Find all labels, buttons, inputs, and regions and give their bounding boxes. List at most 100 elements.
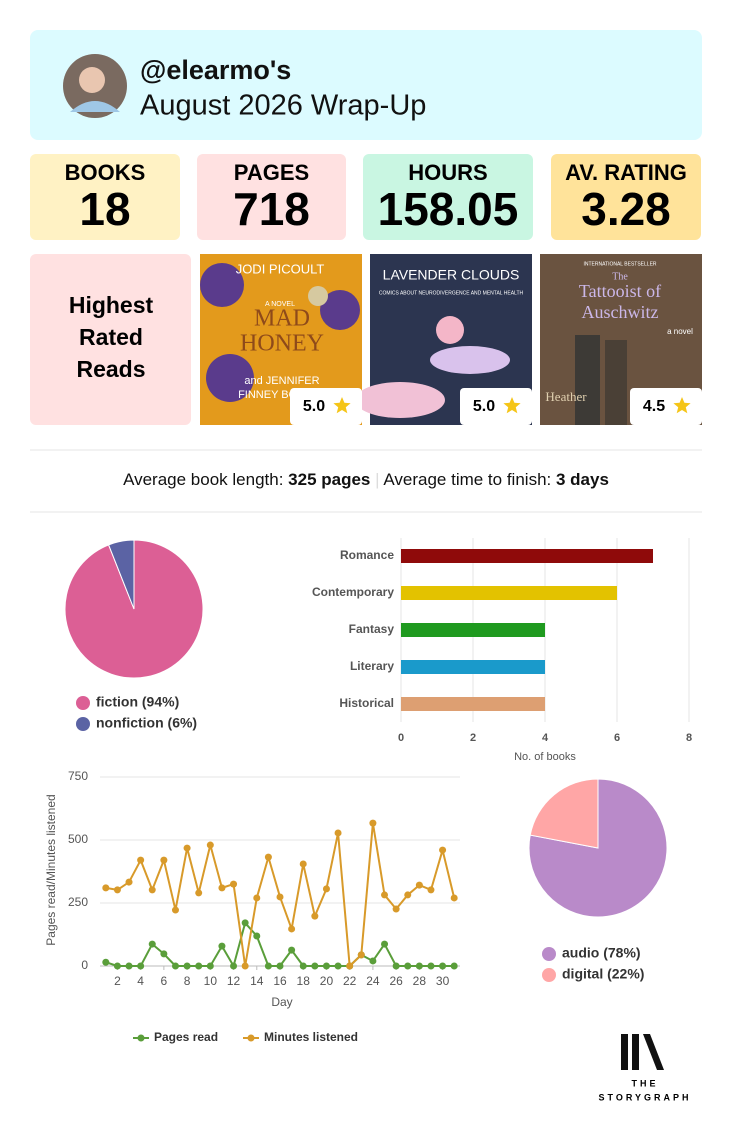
x-tick-label: 8 bbox=[184, 974, 191, 988]
point bbox=[288, 925, 296, 933]
point bbox=[230, 880, 238, 888]
point bbox=[241, 919, 249, 927]
point bbox=[253, 894, 261, 902]
character bbox=[436, 316, 464, 344]
point bbox=[160, 856, 168, 864]
point bbox=[299, 860, 307, 868]
x-tick-label: 12 bbox=[227, 974, 241, 988]
point bbox=[125, 878, 133, 886]
separator: | bbox=[375, 470, 379, 489]
wrap-up-title: August 2026 Wrap-Up bbox=[140, 90, 426, 122]
point bbox=[148, 940, 156, 948]
point bbox=[195, 889, 203, 897]
point bbox=[450, 894, 458, 902]
y-tick-label: Literary bbox=[350, 659, 394, 673]
rating-badge bbox=[290, 388, 362, 425]
bar bbox=[401, 660, 545, 674]
cloud bbox=[355, 382, 445, 418]
x-tick-label: 20 bbox=[320, 974, 334, 988]
x-tick-label: 30 bbox=[436, 974, 450, 988]
stat-value: 18 bbox=[79, 183, 130, 235]
legend-swatch bbox=[137, 1034, 145, 1042]
flower bbox=[206, 354, 254, 402]
x-tick-label: 0 bbox=[398, 732, 404, 744]
x-tick-label: 22 bbox=[343, 974, 357, 988]
point bbox=[392, 962, 400, 970]
point bbox=[415, 962, 423, 970]
point bbox=[369, 957, 377, 965]
point bbox=[439, 962, 447, 970]
cover-text: MAD bbox=[254, 306, 310, 332]
cover-text: LAVENDER CLOUDS bbox=[383, 267, 520, 283]
x-tick-label: 16 bbox=[273, 974, 287, 988]
point bbox=[102, 958, 110, 966]
flower bbox=[320, 290, 360, 330]
bar bbox=[401, 697, 545, 711]
point bbox=[218, 884, 226, 892]
point bbox=[171, 906, 179, 914]
x-tick-label: 10 bbox=[204, 974, 218, 988]
point bbox=[357, 951, 365, 959]
y-tick-label: Romance bbox=[340, 548, 394, 562]
figure bbox=[605, 340, 627, 425]
point bbox=[415, 881, 423, 889]
stat-label: PAGES bbox=[234, 160, 309, 185]
bar bbox=[401, 586, 617, 600]
y-tick-label: 0 bbox=[81, 958, 88, 972]
averages: Average book length: 325 pages | Average… bbox=[123, 470, 609, 489]
point bbox=[288, 946, 296, 954]
point bbox=[404, 891, 412, 899]
point bbox=[183, 962, 191, 970]
cover-text: and JENNIFER bbox=[244, 375, 319, 387]
stat-label: HOURS bbox=[408, 160, 487, 185]
point bbox=[148, 886, 156, 894]
cover-text: a novel bbox=[667, 327, 693, 336]
point bbox=[381, 891, 389, 899]
x-tick-label: 14 bbox=[250, 974, 264, 988]
y-tick-label: 500 bbox=[68, 832, 88, 846]
star bbox=[503, 397, 521, 414]
x-axis-label: Day bbox=[271, 995, 292, 1009]
x-tick-label: 18 bbox=[297, 974, 311, 988]
figure bbox=[575, 335, 600, 425]
cover-text: COMICS ABOUT NEURODIVERGENCE AND MENTAL … bbox=[379, 290, 524, 296]
point bbox=[195, 962, 203, 970]
point bbox=[241, 962, 249, 970]
y-tick-label: Historical bbox=[339, 696, 394, 710]
stat-label: AV. RATING bbox=[565, 160, 687, 185]
seal bbox=[308, 286, 328, 306]
y-axis-label: Pages read/Minutes listened bbox=[44, 794, 58, 945]
point bbox=[253, 932, 261, 940]
line bbox=[105, 921, 455, 967]
point bbox=[160, 950, 168, 958]
stat-card bbox=[551, 154, 701, 240]
legend-label: Pages read bbox=[154, 1030, 218, 1044]
logo-bar bbox=[621, 1034, 628, 1070]
legend-label: audio (78%) bbox=[562, 945, 641, 961]
point bbox=[113, 886, 121, 894]
point bbox=[102, 884, 110, 892]
highest-rated-title: Reads bbox=[76, 356, 145, 382]
bar bbox=[401, 549, 653, 563]
point bbox=[264, 962, 272, 970]
book-cover: JODI PICOULT A NOVEL MAD HONEY and JENNI… bbox=[200, 254, 362, 425]
bar bbox=[401, 623, 545, 637]
point bbox=[427, 962, 435, 970]
cover-text: The bbox=[612, 271, 628, 282]
stat-value: 718 bbox=[233, 183, 310, 235]
avg-time-label: Average time to finish: bbox=[383, 470, 551, 489]
point bbox=[276, 893, 284, 901]
highest-rated-card bbox=[30, 254, 191, 425]
avg-length-value: 325 pages bbox=[288, 470, 370, 489]
rating: 5.0 bbox=[303, 398, 325, 415]
point bbox=[334, 829, 342, 837]
point bbox=[369, 819, 377, 827]
point bbox=[311, 912, 319, 920]
x-tick-label: 24 bbox=[366, 974, 380, 988]
y-tick-label: Fantasy bbox=[349, 622, 395, 636]
point bbox=[299, 962, 307, 970]
y-tick-label: Contemporary bbox=[312, 585, 394, 599]
stat-value: 3.28 bbox=[581, 183, 671, 235]
cover-text: A NOVEL bbox=[265, 301, 295, 308]
cover-text: HONEY bbox=[240, 331, 324, 357]
